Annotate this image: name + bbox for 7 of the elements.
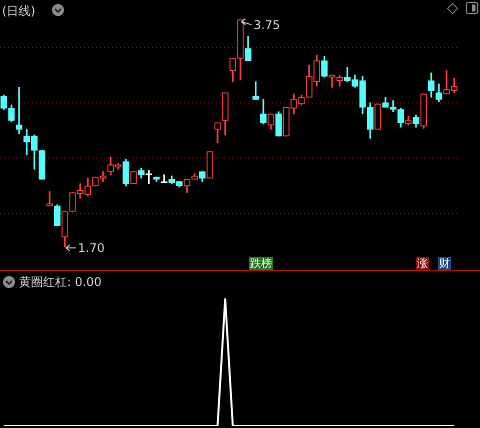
annotation: 1.70 [78, 241, 105, 256]
text: 财 [438, 257, 451, 270]
text: 涨 [416, 257, 429, 270]
chart-title: 黄圈红杠: 0.00 [19, 274, 102, 291]
annotation: 3.75 [253, 18, 280, 32]
text: 跌榜 [249, 257, 273, 270]
chart-title: (日线) [2, 3, 36, 20]
